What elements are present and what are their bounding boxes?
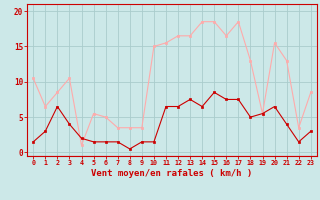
X-axis label: Vent moyen/en rafales ( km/h ): Vent moyen/en rafales ( km/h ) (92, 169, 252, 178)
